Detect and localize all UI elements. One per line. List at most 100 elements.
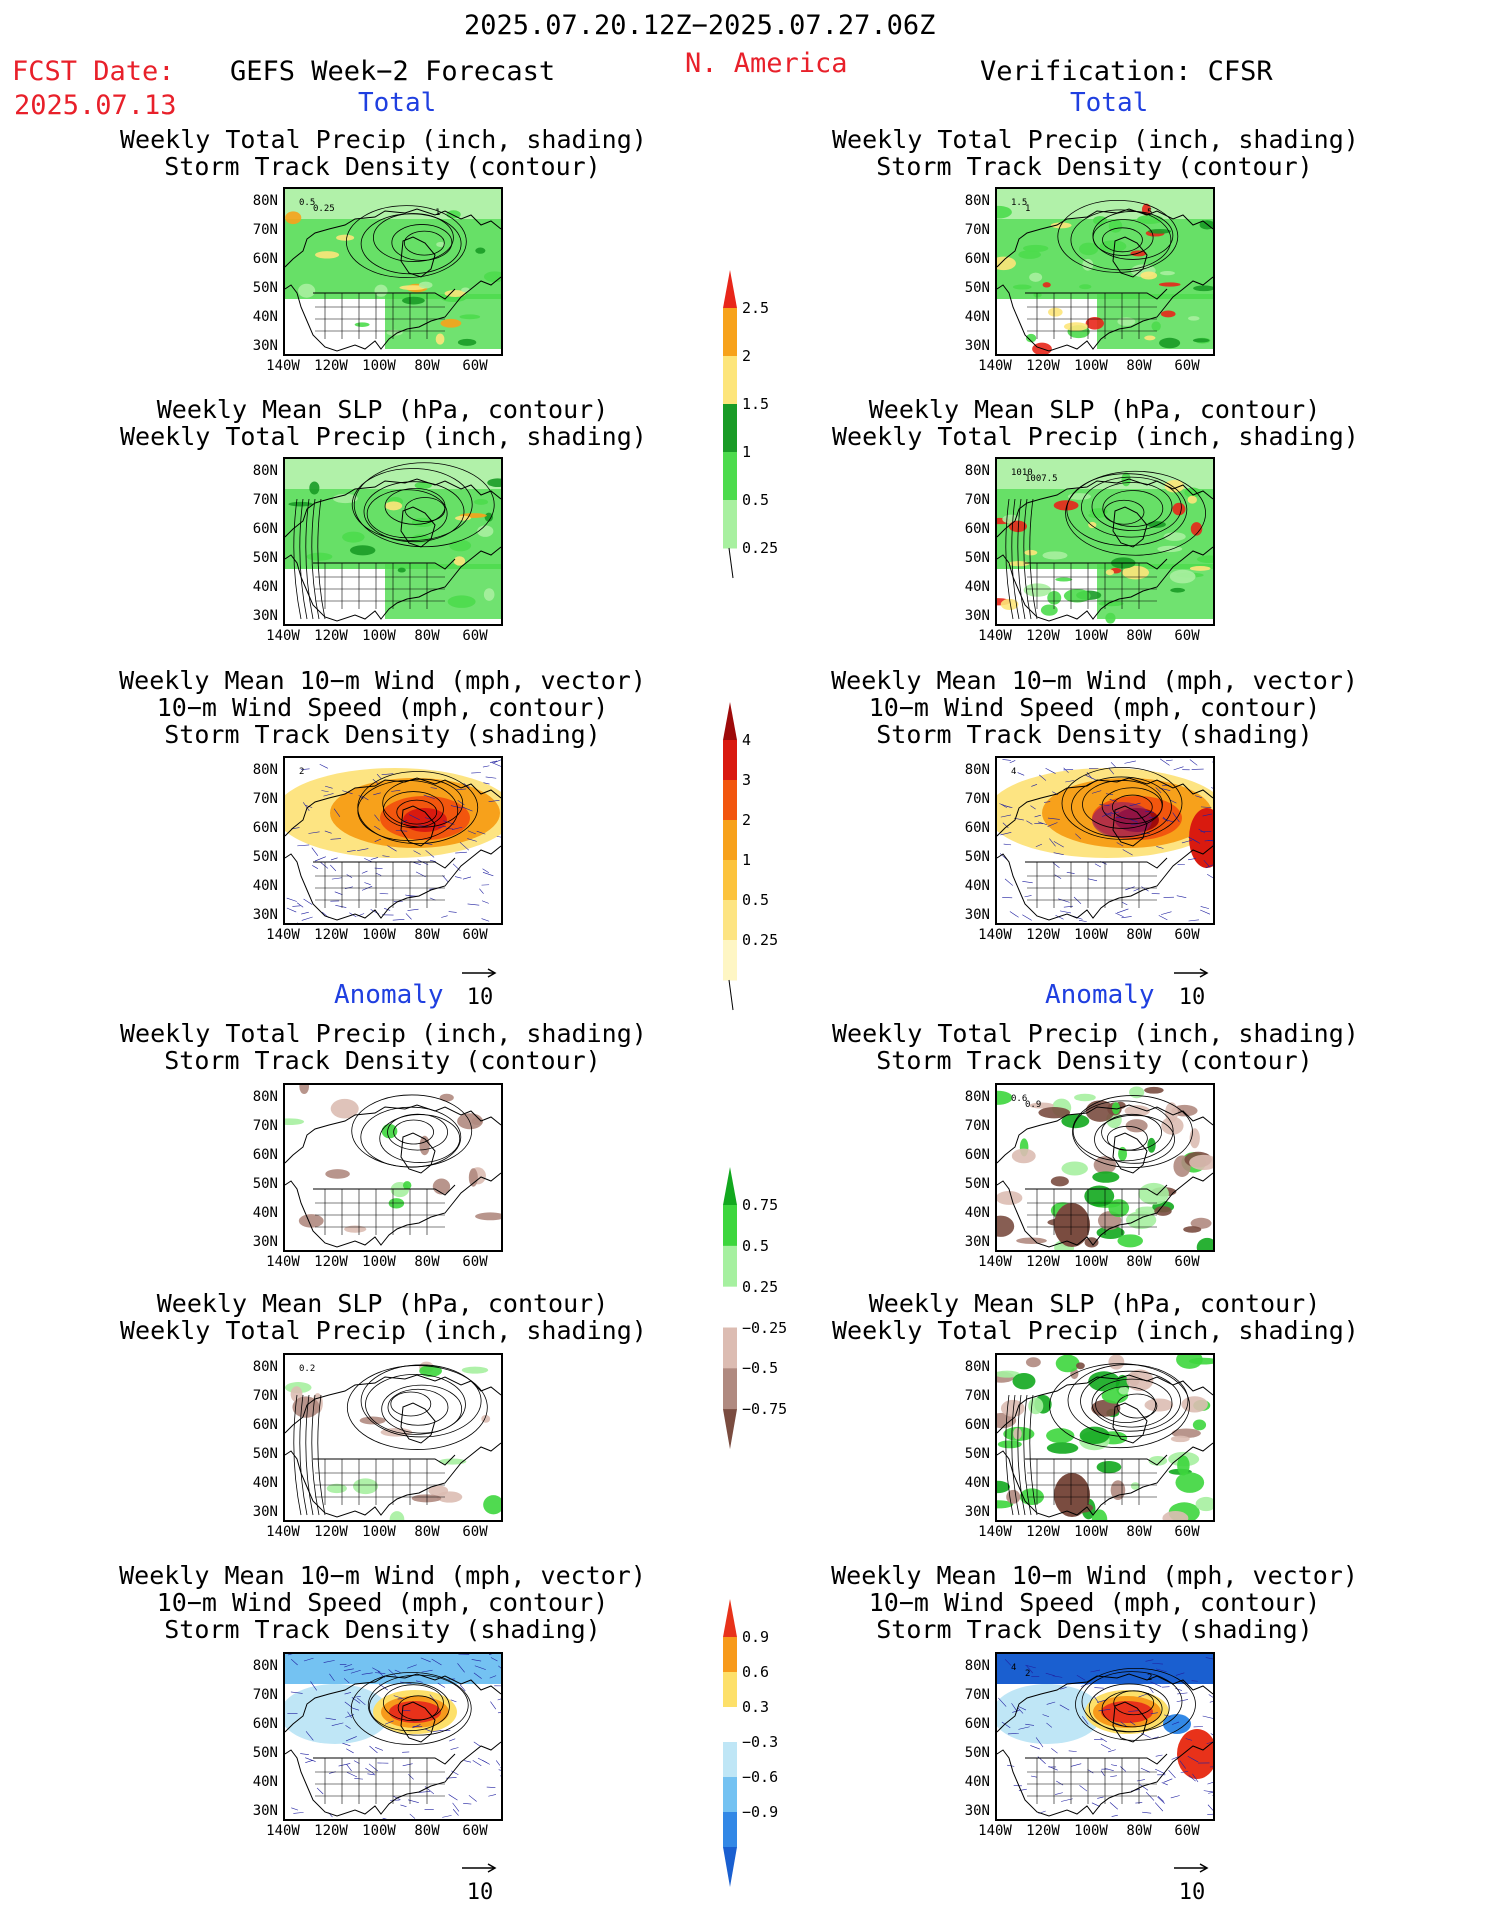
colorbar-level: 0.3 — [742, 1698, 769, 1716]
colorbar-level: 3 — [742, 771, 751, 789]
title-v-precip-total: Weekly Total Precip (inch, shading) Stor… — [832, 126, 1357, 180]
colorbar-level: 1 — [742, 851, 751, 869]
lon-label: 100W — [1066, 358, 1116, 374]
lat-label: 30N — [950, 1803, 990, 1819]
section-anomaly-left: Anomaly — [334, 980, 444, 1010]
lat-label: 60N — [950, 1417, 990, 1433]
left-title: GEFS Week−2 Forecast — [230, 56, 555, 87]
lat-label: 80N — [238, 193, 278, 209]
title-f-slp-anom: Weekly Mean SLP (hPa, contour) Weekly To… — [120, 1290, 645, 1344]
colorbar-level: 4 — [742, 731, 751, 749]
lat-label: 40N — [238, 878, 278, 894]
lon-label: 140W — [970, 358, 1020, 374]
contour-label: 0.9 — [1025, 1100, 1041, 1110]
lat-label: 80N — [238, 762, 278, 778]
lon-label: 100W — [1066, 1524, 1116, 1540]
lon-label: 60W — [450, 628, 500, 644]
lon-label: 60W — [450, 358, 500, 374]
lon-label: 100W — [354, 1524, 404, 1540]
section-total-right: Total — [1070, 88, 1148, 118]
colorbar-precip_total — [722, 268, 738, 592]
colorbar-level: 0.9 — [742, 1628, 769, 1646]
lon-label: 60W — [1162, 1524, 1212, 1540]
arrow-right-icon — [460, 1862, 500, 1874]
colorbar-level: 0.25 — [742, 1278, 778, 1296]
fcst-date-label: FCST Date: — [12, 56, 175, 87]
lon-label: 140W — [258, 358, 308, 374]
section-anomaly-right: Anomaly — [1045, 980, 1155, 1010]
lat-label: 30N — [238, 1234, 278, 1250]
vector-ref-v-anom: 10 — [1172, 1855, 1212, 1905]
lat-label: 30N — [950, 1234, 990, 1250]
lat-label: 70N — [950, 1118, 990, 1134]
lat-label: 70N — [238, 222, 278, 238]
map-canvas-f-slp-anom: 0.2 — [285, 1355, 501, 1520]
colorbar-precip_anom — [722, 1165, 738, 1494]
lat-label: 80N — [950, 762, 990, 778]
lat-label: 70N — [950, 1388, 990, 1404]
lon-label: 80W — [1114, 358, 1164, 374]
lat-label: 50N — [238, 1176, 278, 1192]
lat-label: 40N — [950, 579, 990, 595]
contour-label: 1 — [435, 208, 440, 218]
lon-label: 140W — [970, 1524, 1020, 1540]
lon-label: 60W — [1162, 927, 1212, 943]
lat-label: 70N — [238, 1687, 278, 1703]
title-f-wind-anom: Weekly Mean 10−m Wind (mph, vector) 10−m… — [100, 1562, 665, 1643]
map-f-wind-total: 2 — [283, 756, 503, 925]
colorbar-track_anom — [722, 1597, 738, 1926]
lon-label: 100W — [354, 358, 404, 374]
lat-label: 40N — [238, 579, 278, 595]
date-range: 2025.07.20.12Z−2025.07.27.06Z — [464, 10, 935, 41]
colorbar-canvas-track_total — [722, 700, 738, 1020]
colorbar-level: −0.6 — [742, 1768, 778, 1786]
lon-label: 80W — [402, 927, 452, 943]
lon-label: 120W — [306, 927, 356, 943]
lon-label: 140W — [258, 1524, 308, 1540]
contour-label: 1 — [1025, 204, 1030, 214]
lat-label: 80N — [950, 1658, 990, 1674]
lat-label: 30N — [950, 608, 990, 624]
vector-ref-f-anom: 10 — [460, 1855, 500, 1905]
lat-label: 80N — [950, 463, 990, 479]
lat-label: 30N — [950, 338, 990, 354]
contour-label: 0.2 — [299, 1364, 315, 1374]
lon-label: 100W — [1066, 1254, 1116, 1270]
lat-label: 40N — [950, 1475, 990, 1491]
colorbar-level: 0.5 — [742, 491, 769, 509]
lon-label: 120W — [1018, 927, 1068, 943]
lon-label: 100W — [354, 927, 404, 943]
lat-label: 80N — [238, 1658, 278, 1674]
lat-label: 50N — [950, 1176, 990, 1192]
lat-label: 50N — [950, 849, 990, 865]
lon-label: 80W — [402, 1254, 452, 1270]
lon-label: 120W — [1018, 1254, 1068, 1270]
lon-label: 100W — [1066, 1823, 1116, 1839]
lon-label: 120W — [306, 1823, 356, 1839]
arrow-right-icon — [1172, 967, 1212, 979]
colorbar-canvas-track_anom — [722, 1597, 738, 1922]
lon-label: 100W — [354, 1823, 404, 1839]
lon-label: 120W — [1018, 628, 1068, 644]
arrow-right-icon — [460, 967, 500, 979]
colorbar-canvas-precip_anom — [722, 1165, 738, 1490]
contour-label: 2 — [299, 767, 304, 777]
title-v-wind-anom: Weekly Mean 10−m Wind (mph, vector) 10−m… — [812, 1562, 1377, 1643]
contour-label: 1007.5 — [1025, 474, 1058, 484]
lon-label: 140W — [258, 1823, 308, 1839]
lon-label: 120W — [1018, 358, 1068, 374]
lat-label: 60N — [238, 1716, 278, 1732]
lat-label: 60N — [238, 820, 278, 836]
lat-label: 50N — [238, 280, 278, 296]
lon-label: 100W — [1066, 628, 1116, 644]
map-canvas-v-wind-total: 4 — [997, 758, 1213, 923]
map-f-wind-anom — [283, 1652, 503, 1821]
lat-label: 40N — [238, 309, 278, 325]
contour-label: 2 — [1025, 1669, 1030, 1679]
lon-label: 60W — [1162, 358, 1212, 374]
lat-label: 60N — [950, 820, 990, 836]
